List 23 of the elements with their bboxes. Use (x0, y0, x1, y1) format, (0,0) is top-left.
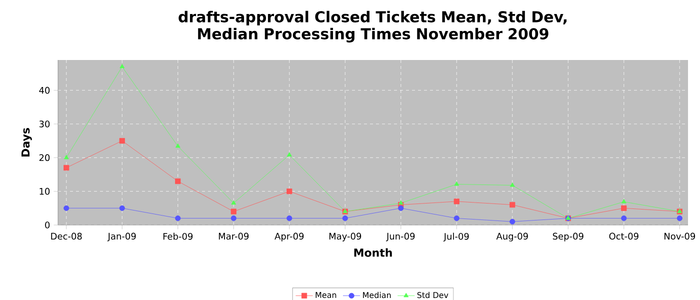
x-tick-label: Sep-09 (552, 232, 584, 242)
x-tick-label: Apr-09 (274, 232, 304, 242)
legend-label: Median (363, 292, 391, 298)
x-axis-title: Month (354, 248, 392, 257)
legend-label: Mean (316, 292, 336, 298)
legend-label: Std Dev (417, 292, 448, 298)
x-tick-label: Dec-08 (51, 232, 82, 240)
x-tick-label: Jan-09 (107, 232, 136, 242)
x-tick-label: May-09 (329, 232, 362, 242)
x-tick-label: Jul-09 (443, 232, 469, 242)
x-tick-label: Oct-09 (609, 232, 638, 240)
chart-title: drafts-approval Closed Tickets Mean, Std Dev, Median Processing Times November 2009 (178, 10, 567, 42)
y-tick-label: 20 (39, 154, 50, 162)
x-tick-label: Jun-09 (386, 232, 415, 242)
y-tick-label: 40 (39, 86, 50, 94)
x-tick-label: Mar-09 (218, 232, 249, 240)
y-axis-title: Days (21, 128, 32, 156)
y-tick-label: 0 (45, 222, 50, 228)
y-tick-label: 10 (40, 188, 50, 195)
x-tick-label: Feb-09 (163, 232, 193, 240)
x-tick-label: Aug-09 (496, 232, 528, 242)
y-tick-label: 30 (39, 120, 50, 128)
x-tick-label: Nov-09 (664, 232, 696, 240)
